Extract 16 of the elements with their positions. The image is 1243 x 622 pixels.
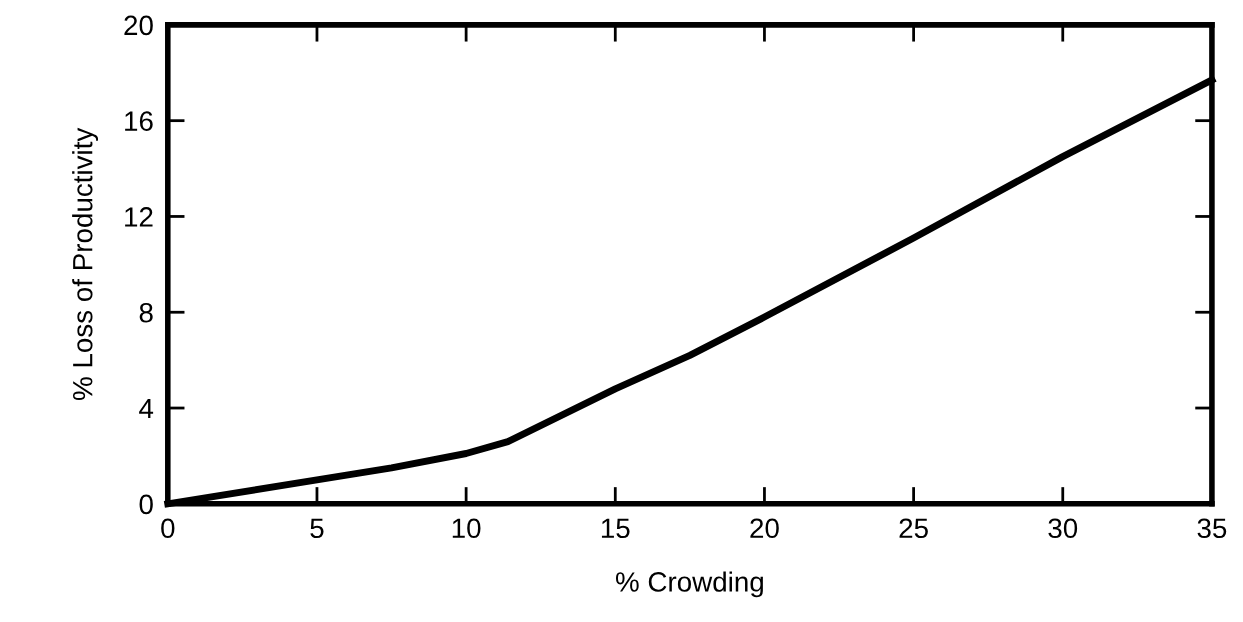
x-tick-label: 30 (1048, 518, 1078, 539)
y-tick-label: 8 (139, 302, 153, 323)
x-tick-label: 25 (899, 518, 928, 539)
x-tick-label: 15 (601, 518, 630, 539)
x-tick-label: 5 (310, 518, 324, 539)
y-tick-label: 0 (139, 494, 153, 515)
y-axis-title: % Loss of Productivity (72, 127, 99, 400)
x-tick-label: 0 (161, 518, 175, 539)
x-axis-title: % Crowding (615, 571, 763, 598)
x-tick-label: 10 (452, 518, 481, 539)
x-tick-label: 35 (1197, 518, 1227, 539)
y-tick-label: 4 (139, 398, 154, 419)
y-tick-label: 20 (124, 15, 153, 36)
x-tick-label: 20 (750, 518, 779, 539)
y-tick-label: 16 (125, 111, 153, 132)
y-tick-label: 12 (125, 207, 153, 227)
